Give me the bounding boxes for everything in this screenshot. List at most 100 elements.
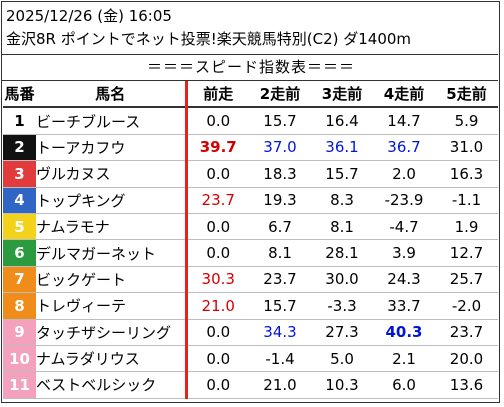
speed-index-value: -1.4 (249, 345, 311, 373)
speed-index-value: 27.3 (311, 319, 373, 346)
subtitle-divider (2, 80, 498, 81)
horse-number: 5 (3, 213, 36, 241)
race-title: 金沢8R ポイントでネット投票!楽天競馬特別(C2) ダ1400m (6, 30, 412, 48)
horse-name: デルマガーネット (36, 239, 188, 267)
speed-index-value: 0.0 (186, 107, 249, 135)
speed-index-value: 0.0 (186, 371, 249, 399)
horse-number: 10 (3, 345, 36, 373)
horse-name: トップキング (36, 187, 188, 214)
speed-index-value: 37.0 (249, 134, 311, 162)
speed-index-value: 21.0 (249, 371, 311, 399)
horse-number: 6 (3, 239, 36, 267)
speed-index-value: 25.7 (435, 266, 498, 294)
speed-index-value: -4.7 (373, 213, 435, 241)
speed-index-value: 10.3 (311, 371, 373, 399)
speed-index-value: 0.0 (186, 239, 249, 267)
speed-index-value: -1.1 (435, 187, 498, 214)
horse-name: ナムラモナ (36, 213, 188, 241)
speed-index-value: -2.0 (435, 292, 498, 320)
speed-index-value: 36.7 (373, 134, 435, 162)
horse-row: 3 ヴルカヌス 0.0 18.3 15.7 2.0 16.3 (3, 160, 498, 188)
speed-index-value: 13.6 (435, 371, 498, 399)
horse-row: 1 ビーチブルース 0.0 15.7 16.4 14.7 5.9 (3, 107, 498, 135)
speed-index-value: 3.9 (373, 239, 435, 267)
speed-index-value: 6.0 (373, 371, 435, 399)
horse-row: 6 デルマガーネット 0.0 8.1 28.1 3.9 12.7 (3, 239, 498, 267)
horse-name: タッチザシーリング (36, 319, 188, 346)
horse-row: 2 トーアカフウ 39.7 37.0 36.1 36.7 31.0 (3, 134, 498, 162)
speed-index-value: 34.3 (249, 319, 311, 346)
header-divider (2, 54, 498, 55)
speed-index-value: 1.9 (435, 213, 498, 241)
speed-index-value: 8.1 (311, 213, 373, 241)
horse-row: 9 タッチザシーリング 0.0 34.3 27.3 40.3 23.7 (3, 319, 498, 346)
col-header-last-race: 前走 (186, 81, 249, 109)
speed-index-value: 23.7 (249, 266, 311, 294)
speed-index-value: 8.1 (249, 239, 311, 267)
horse-number: 11 (3, 371, 36, 399)
speed-index-value: 14.7 (373, 107, 435, 135)
speed-index-value: 21.0 (186, 292, 249, 320)
horse-name: ヴルカヌス (36, 160, 188, 188)
horse-number: 9 (3, 319, 36, 346)
speed-index-value: 30.0 (311, 266, 373, 294)
race-datetime: 2025/12/26 (金) 16:05 (6, 7, 172, 25)
horse-name: トーアカフウ (36, 134, 188, 162)
speed-index-value: 0.0 (186, 319, 249, 346)
horse-name: トレヴィーテ (36, 292, 188, 320)
speed-index-value: 0.0 (186, 160, 249, 188)
horse-name: ナムラダリウス (36, 345, 188, 373)
speed-index-value: 19.3 (249, 187, 311, 214)
horse-name: ビックゲート (36, 266, 188, 294)
horse-row: 10 ナムラダリウス 0.0 -1.4 5.0 2.1 20.0 (3, 345, 498, 373)
horse-name: ビーチブルース (36, 107, 188, 135)
speed-index-value: 39.7 (186, 134, 249, 162)
speed-index-value: 0.0 (186, 345, 249, 373)
speed-index-value: 15.7 (311, 160, 373, 188)
speed-index-value: 15.7 (249, 107, 311, 135)
horse-number: 8 (3, 292, 36, 320)
speed-index-value: 0.0 (186, 213, 249, 241)
speed-index-value: 31.0 (435, 134, 498, 162)
speed-index-value: 36.1 (311, 134, 373, 162)
horse-number: 4 (3, 187, 36, 214)
speed-index-value: 28.1 (311, 239, 373, 267)
col-header-3-races-ago: 3走前 (311, 81, 373, 109)
col-header-4-races-ago: 4走前 (373, 81, 435, 109)
speed-index-value: 8.3 (311, 187, 373, 214)
speed-index-value: 16.3 (435, 160, 498, 188)
speed-index-value: 18.3 (249, 160, 311, 188)
speed-index-value: 6.7 (249, 213, 311, 241)
table-header-row: 馬番 馬名 前走 2走前 3走前 4走前 5走前 (3, 81, 498, 109)
speed-index-value: 23.7 (435, 319, 498, 346)
horse-number: 7 (3, 266, 36, 294)
horse-number: 2 (3, 134, 36, 162)
horse-row: 8 トレヴィーテ 21.0 15.7 -3.3 33.7 -2.0 (3, 292, 498, 320)
col-header-5-races-ago: 5走前 (435, 81, 498, 109)
horse-number: 3 (3, 160, 36, 188)
horse-row: 5 ナムラモナ 0.0 6.7 8.1 -4.7 1.9 (3, 213, 498, 241)
horse-number: 1 (3, 107, 36, 135)
speed-index-value: 2.1 (373, 345, 435, 373)
speed-index-value: 23.7 (186, 187, 249, 214)
speed-index-value: -23.9 (373, 187, 435, 214)
horse-name: ベストベルシック (36, 371, 188, 399)
horse-row: 4 トップキング 23.7 19.3 8.3 -23.9 -1.1 (3, 187, 498, 214)
speed-index-value: 12.7 (435, 239, 498, 267)
col-header-number: 馬番 (3, 81, 36, 109)
horse-row: 11 ベストベルシック 0.0 21.0 10.3 6.0 13.6 (3, 371, 498, 399)
speed-index-value: 15.7 (249, 292, 311, 320)
speed-index-value: 24.3 (373, 266, 435, 294)
speed-index-table: 馬番 馬名 前走 2走前 3走前 4走前 5走前 1 ビーチブルース 0.0 15.7… (3, 81, 498, 399)
speed-index-panel (1, 1, 500, 403)
horse-row: 7 ビックゲート 30.3 23.7 30.0 24.3 25.7 (3, 266, 498, 294)
speed-index-value: 16.4 (311, 107, 373, 135)
speed-index-value: 2.0 (373, 160, 435, 188)
speed-index-value: 33.7 (373, 292, 435, 320)
speed-index-value: -3.3 (311, 292, 373, 320)
speed-index-value: 40.3 (373, 319, 435, 346)
speed-index-value: 30.3 (186, 266, 249, 294)
col-header-2-races-ago: 2走前 (249, 81, 311, 109)
speed-index-value: 20.0 (435, 345, 498, 373)
speed-index-value: 5.9 (435, 107, 498, 135)
